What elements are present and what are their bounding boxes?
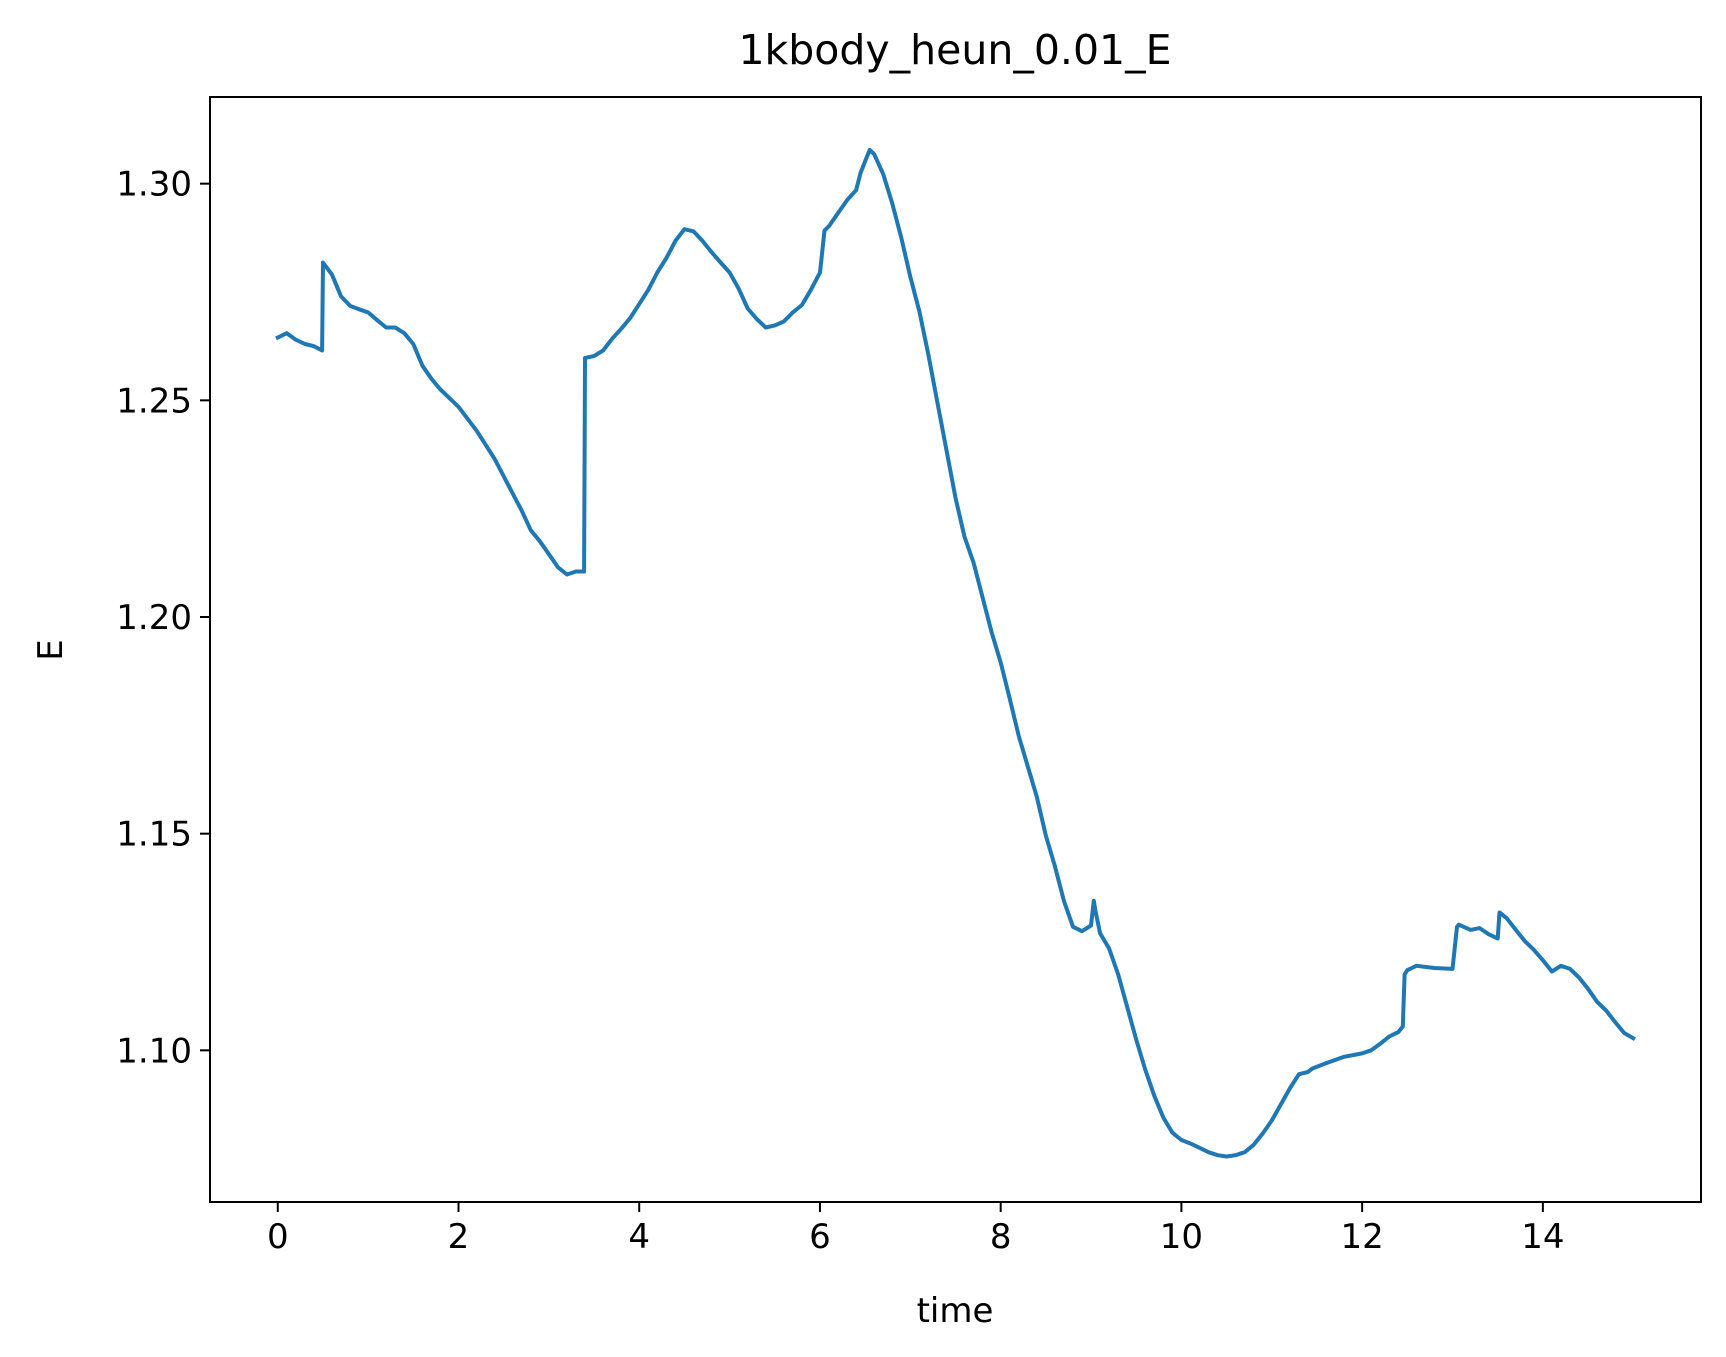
y-tick-label: 1.15: [116, 815, 192, 855]
x-tick-label: 10: [1160, 1217, 1203, 1257]
plot-background: [210, 97, 1701, 1202]
y-tick-label: 1.25: [116, 381, 192, 421]
x-tick-label: 12: [1341, 1217, 1384, 1257]
y-tick-label: 1.20: [116, 598, 192, 638]
x-axis-label: time: [917, 1291, 994, 1331]
y-tick-label: 1.10: [116, 1031, 192, 1071]
y-axis-label: E: [31, 639, 71, 660]
x-tick-label: 14: [1521, 1217, 1564, 1257]
x-tick-label: 4: [628, 1217, 650, 1257]
y-tick-label: 1.30: [116, 165, 192, 205]
series-layer: [275, 147, 1636, 1159]
x-tick-label: 2: [448, 1217, 470, 1257]
x-tick-label: 8: [990, 1217, 1012, 1257]
x-tick-label: 6: [809, 1217, 831, 1257]
x-tick-label: 0: [267, 1217, 289, 1257]
axis-ticks: 0 2 4 6 8 10 12 14 1.10 1.15 1.20 1.25 1.30: [116, 165, 1564, 1257]
plot-frame: [209, 96, 1702, 1203]
plot-area: [210, 97, 1701, 1202]
chart-title: 1kbody_heun_0.01_E: [738, 26, 1171, 74]
series-line-0: [275, 147, 1636, 1159]
